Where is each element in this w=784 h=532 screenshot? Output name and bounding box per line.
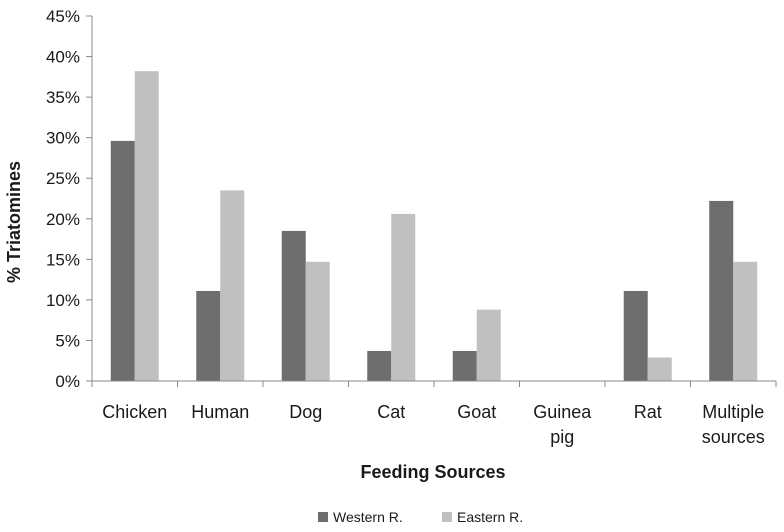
y-tick-label: 10% xyxy=(46,291,80,310)
bar-eastern xyxy=(134,71,159,382)
bar-western xyxy=(110,140,135,381)
bar-eastern xyxy=(305,261,330,381)
bars-group xyxy=(110,71,758,382)
x-category-label: Dog xyxy=(289,402,322,422)
legend-swatch xyxy=(442,512,452,522)
bar-eastern xyxy=(476,309,501,381)
y-tick-label: 45% xyxy=(46,7,80,26)
y-tick-label: 0% xyxy=(55,372,80,391)
y-tick-label: 5% xyxy=(55,331,80,350)
axes-group xyxy=(91,16,776,382)
bar-western xyxy=(196,290,221,381)
bar-eastern xyxy=(647,357,672,381)
x-axis-labels: Chicken Human Dog Cat Goat Guinea pig Rat Multip… xyxy=(91,381,777,447)
x-category-label: Chicken xyxy=(102,402,167,422)
x-axis-title: Feeding Sources xyxy=(360,462,505,482)
y-tick-label: 35% xyxy=(46,88,80,107)
bar-western xyxy=(367,350,392,381)
y-axis-ticks: 0% 5% 10% 15% 20% 25% 30% 35% 40% 45% xyxy=(46,7,92,391)
x-category-label: Goat xyxy=(457,402,496,422)
y-tick-label: 30% xyxy=(46,129,80,148)
x-category-label: Rat xyxy=(634,402,662,422)
bar-western xyxy=(623,290,648,381)
x-category-label: Cat xyxy=(377,402,405,422)
bar-western xyxy=(709,200,734,381)
y-tick-label: 20% xyxy=(46,210,80,229)
legend-label: Eastern R. xyxy=(457,509,523,525)
bar-western xyxy=(452,350,477,381)
bar-eastern xyxy=(391,213,416,381)
bar-western xyxy=(281,230,306,381)
x-category-label: Guinea pig xyxy=(533,402,592,447)
bar-eastern xyxy=(220,190,245,381)
y-tick-label: 40% xyxy=(46,48,80,67)
legend-label: Western R. xyxy=(333,509,403,525)
x-category-label: Human xyxy=(191,402,249,422)
x-category-label: Multiple sources xyxy=(702,402,765,447)
y-tick-label: 25% xyxy=(46,169,80,188)
bar-eastern xyxy=(733,261,758,381)
y-tick-label: 15% xyxy=(46,250,80,269)
legend: Western R. Eastern R. xyxy=(318,509,523,525)
legend-swatch xyxy=(318,512,328,522)
y-axis-title: % Triatomines xyxy=(4,161,24,283)
